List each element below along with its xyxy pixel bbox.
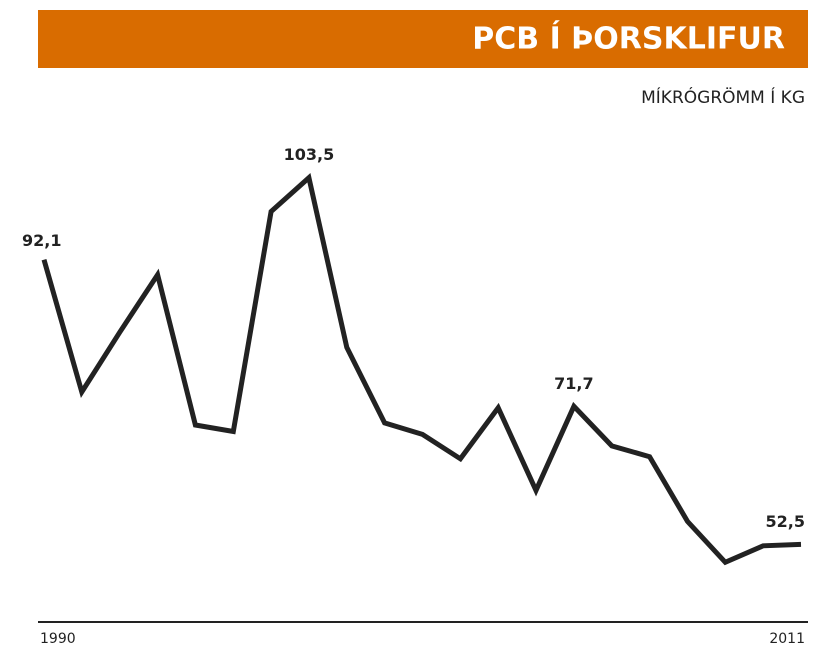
x-tick-label: 2011 [769,631,805,647]
x-tick-label: 1990 [40,631,76,647]
value-label: 71,7 [554,374,593,393]
subtitle: MÍKRÓGRÖMM Í KG [641,86,805,108]
chart-title: PCB Í ÞORSKLIFUR [472,21,785,57]
value-label: 52,5 [766,512,805,531]
value-label: 92,1 [22,231,61,250]
line [41,172,802,566]
title-bar [38,10,808,68]
value-label: 103,5 [284,145,335,164]
